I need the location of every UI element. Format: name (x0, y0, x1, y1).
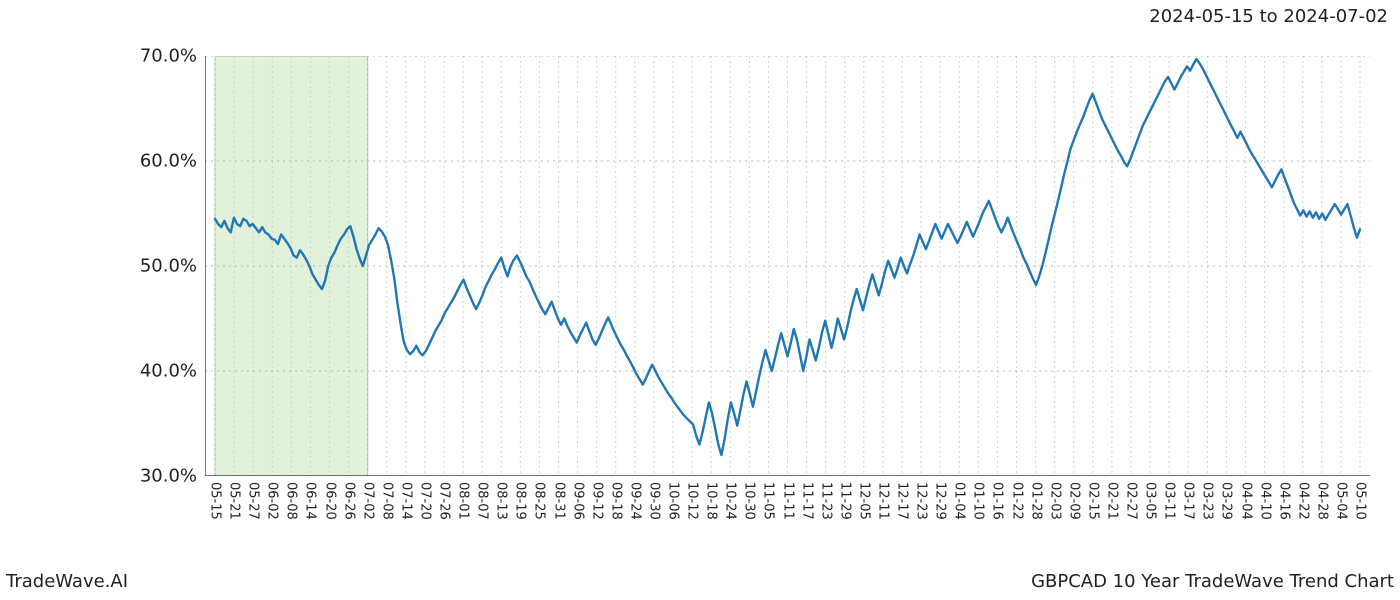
x-tick-label: 04-04 (1238, 482, 1253, 520)
x-tick-label: 05-27 (246, 482, 261, 520)
x-tick-label: 08-13 (494, 482, 509, 520)
x-tick-label: 03-11 (1162, 482, 1177, 520)
x-tick-label: 10-12 (685, 482, 700, 520)
x-tick-label: 09-30 (646, 482, 661, 520)
x-tick-label: 12-11 (875, 482, 890, 520)
y-tick-label: 70.0% (140, 46, 197, 67)
x-tick-label: 01-28 (1028, 482, 1043, 520)
y-tick-label: 30.0% (140, 466, 197, 487)
x-tick-label: 08-01 (456, 482, 471, 520)
trend-chart: 30.0%40.0%50.0%60.0%70.0%05-1505-2105-27… (205, 56, 1370, 476)
brand-label: TradeWave.AI (6, 571, 128, 592)
x-tick-label: 03-05 (1143, 482, 1158, 520)
x-tick-label: 02-21 (1104, 482, 1119, 520)
x-tick-label: 10-24 (723, 482, 738, 520)
x-tick-label: 03-17 (1181, 482, 1196, 520)
x-tick-label: 05-21 (227, 482, 242, 520)
x-tick-label: 07-08 (379, 482, 394, 520)
x-tick-label: 02-15 (1085, 482, 1100, 520)
x-tick-label: 12-05 (856, 482, 871, 520)
y-tick-label: 50.0% (140, 256, 197, 277)
x-tick-label: 01-04 (952, 482, 967, 520)
x-tick-label: 11-11 (780, 482, 795, 520)
x-tick-label: 02-27 (1124, 482, 1139, 520)
x-tick-label: 04-10 (1257, 482, 1272, 520)
x-tick-label: 02-03 (1047, 482, 1062, 520)
x-tick-label: 09-24 (627, 482, 642, 520)
x-tick-label: 01-16 (990, 482, 1005, 520)
x-tick-label: 12-23 (914, 482, 929, 520)
x-tick-label: 02-09 (1066, 482, 1081, 520)
x-tick-label: 01-10 (971, 482, 986, 520)
x-tick-label: 11-05 (761, 482, 776, 520)
x-tick-label: 07-02 (360, 482, 375, 520)
x-tick-label: 08-07 (475, 482, 490, 520)
x-tick-label: 11-29 (837, 482, 852, 520)
x-tick-label: 11-23 (818, 482, 833, 520)
x-tick-label: 12-29 (933, 482, 948, 520)
x-tick-label: 06-14 (303, 482, 318, 520)
x-tick-label: 08-19 (513, 482, 528, 520)
x-tick-label: 06-26 (341, 482, 356, 520)
x-tick-label: 05-10 (1353, 482, 1368, 520)
x-tick-label: 04-16 (1276, 482, 1291, 520)
x-tick-label: 01-22 (1009, 482, 1024, 520)
x-tick-label: 06-08 (284, 482, 299, 520)
x-tick-label: 04-22 (1295, 482, 1310, 520)
x-tick-label: 12-17 (895, 482, 910, 520)
x-tick-label: 09-18 (608, 482, 623, 520)
y-tick-label: 40.0% (140, 361, 197, 382)
x-tick-label: 06-20 (322, 482, 337, 520)
chart-title-label: GBPCAD 10 Year TradeWave Trend Chart (1031, 571, 1394, 592)
x-tick-label: 07-14 (398, 482, 413, 520)
x-tick-label: 10-06 (666, 482, 681, 520)
x-tick-label: 08-31 (551, 482, 566, 520)
x-tick-label: 07-20 (417, 482, 432, 520)
x-tick-label: 11-17 (799, 482, 814, 520)
x-tick-label: 10-18 (704, 482, 719, 520)
x-tick-label: 04-28 (1314, 482, 1329, 520)
x-tick-label: 03-29 (1219, 482, 1234, 520)
x-tick-label: 05-04 (1333, 482, 1348, 520)
x-tick-label: 10-30 (742, 482, 757, 520)
x-tick-label: 08-25 (532, 482, 547, 520)
x-tick-label: 09-12 (589, 482, 604, 520)
x-tick-label: 05-15 (208, 482, 223, 520)
date-range-label: 2024-05-15 to 2024-07-02 (1149, 6, 1388, 27)
x-tick-label: 06-02 (265, 482, 280, 520)
y-tick-label: 60.0% (140, 151, 197, 172)
x-tick-label: 03-23 (1200, 482, 1215, 520)
x-tick-label: 07-26 (437, 482, 452, 520)
x-tick-label: 09-06 (570, 482, 585, 520)
